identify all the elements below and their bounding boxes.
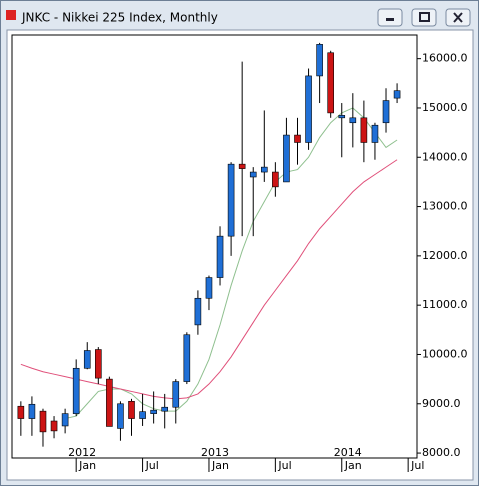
y-tick-label: 14000.0 xyxy=(422,150,468,163)
y-tick-label: 9000.0 xyxy=(422,397,461,410)
candle-body xyxy=(128,401,135,419)
candle-body xyxy=(205,277,213,299)
y-tick-label: 8000.0 xyxy=(422,446,461,459)
candle-body xyxy=(338,115,346,119)
moving-average xyxy=(20,159,398,400)
candle-body xyxy=(382,100,390,124)
candle-body xyxy=(316,44,323,77)
chart: 8000.0 9000.0 10000.0 11000.0 12000.0 13000.0… xyxy=(11,34,468,472)
candle-body xyxy=(393,90,401,99)
x-tick-label: Jan xyxy=(344,459,362,472)
y-tick-label: 11000.0 xyxy=(422,298,468,311)
candle-body xyxy=(161,406,169,412)
candle-body xyxy=(216,235,224,278)
candle-body xyxy=(183,334,191,382)
y-tick-label: 10000.0 xyxy=(422,347,468,360)
y-tick-label: 16000.0 xyxy=(422,52,468,65)
maximize-icon xyxy=(419,12,430,22)
close-icon xyxy=(453,12,463,23)
year-label: 2013 xyxy=(201,446,229,459)
candle-body xyxy=(106,378,113,427)
candle-body xyxy=(95,349,102,379)
year-label: 2012 xyxy=(68,446,96,459)
y-tick-label: 13000.0 xyxy=(422,200,468,213)
y-tick-label: 15000.0 xyxy=(422,101,468,114)
candle-body xyxy=(150,409,157,414)
candle-body xyxy=(238,163,246,169)
candle-body xyxy=(50,420,58,432)
plot-area xyxy=(11,34,418,459)
app-icon xyxy=(6,10,16,20)
candle-body xyxy=(139,411,146,419)
candle-body xyxy=(39,410,47,433)
candle-body xyxy=(371,124,379,143)
window-title: JNKC - Nikkei 225 Index, Monthly xyxy=(21,11,218,25)
candle-body xyxy=(327,52,334,114)
candle-body xyxy=(61,413,69,427)
maximize-button[interactable] xyxy=(411,8,437,27)
candle-body xyxy=(305,75,312,143)
y-tick-label: 12000.0 xyxy=(422,249,468,262)
candle-body xyxy=(117,403,124,429)
candle-body xyxy=(28,403,36,419)
x-tick-label: Jul xyxy=(410,459,424,472)
candle-body xyxy=(72,367,80,414)
candle-body xyxy=(260,166,268,173)
candle-body xyxy=(172,381,180,408)
candle-body xyxy=(360,117,368,143)
candle-body xyxy=(227,163,235,237)
x-tick-label: Jan xyxy=(78,459,96,472)
candle-body xyxy=(194,297,202,326)
candle-body xyxy=(283,134,290,183)
candle-body xyxy=(294,134,301,143)
x-tick-label: Jan xyxy=(211,459,229,472)
minimize-icon xyxy=(386,18,394,21)
candle-body xyxy=(272,171,279,188)
year-label: 2014 xyxy=(334,446,362,459)
minimize-button[interactable] xyxy=(377,8,403,27)
candle-body xyxy=(83,350,91,369)
x-tick-label: Jul xyxy=(277,459,291,472)
candle-body xyxy=(249,171,257,178)
x-tick-label: Jul xyxy=(145,459,159,472)
candle-body xyxy=(17,405,25,419)
candle-body xyxy=(349,117,357,124)
window-buttons xyxy=(377,8,471,27)
